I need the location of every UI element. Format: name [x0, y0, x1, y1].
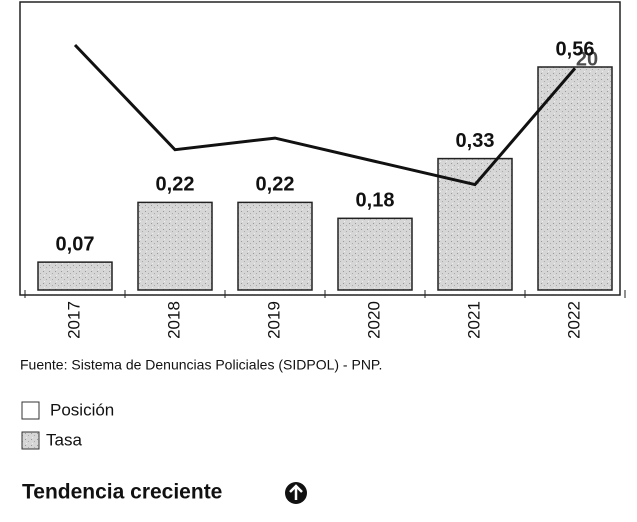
x-tick-label: 2019	[264, 301, 283, 339]
legend-label: Posición	[50, 400, 114, 419]
value-label: 0,22	[156, 174, 195, 196]
legend-swatch	[21, 431, 40, 450]
source: Fuente: Sistema de Denuncias Policiales …	[20, 357, 382, 373]
bar	[37, 261, 113, 291]
bar	[437, 157, 513, 291]
x-tick-label: 2021	[464, 301, 483, 339]
value-label: 0,07	[56, 233, 95, 255]
x-tick-label: 2020	[364, 301, 383, 339]
bar	[537, 66, 613, 291]
bar	[137, 201, 213, 291]
value-label: 0,56	[556, 38, 595, 60]
x-tick-label: 2017	[64, 301, 83, 339]
line	[73, 43, 577, 187]
x-tick-label: 2022	[564, 301, 583, 339]
bar	[237, 201, 313, 291]
frame	[19, 1, 621, 296]
value-label: 0,18	[356, 190, 395, 212]
line-value-label: 20	[576, 49, 598, 71]
value-label: 0,22	[256, 174, 295, 196]
value-label: 0,33	[456, 130, 495, 152]
legend-label: Tasa	[46, 430, 82, 449]
footer: Tendencia creciente	[22, 481, 222, 504]
bar	[337, 217, 413, 291]
legend-swatch	[21, 401, 40, 420]
up-arrow	[289, 484, 303, 500]
x-tick-label: 2018	[164, 301, 183, 339]
